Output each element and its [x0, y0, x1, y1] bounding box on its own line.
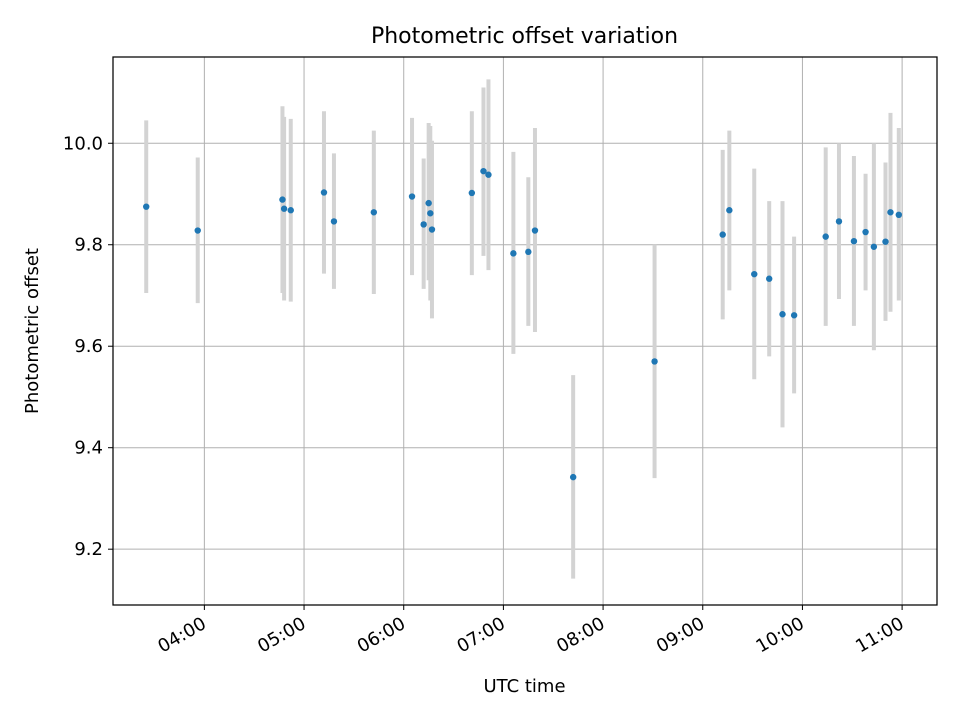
plot-frame [112, 56, 938, 606]
data-point [279, 196, 286, 203]
data-point [726, 207, 733, 214]
data-point [370, 209, 378, 216]
data-point [779, 311, 786, 318]
data-point [330, 218, 338, 225]
y-tick-label: 9.2 [74, 539, 103, 560]
data-point [143, 203, 150, 210]
data-point [194, 227, 201, 234]
data-point [531, 227, 539, 234]
data-point [887, 209, 894, 216]
data-point [425, 199, 432, 207]
data-point [766, 275, 773, 282]
data-point [287, 207, 294, 214]
data-point [320, 189, 328, 196]
data-point [835, 218, 843, 225]
data-point [428, 226, 436, 233]
x-axis-label: UTC time [483, 676, 565, 697]
data-point [280, 205, 288, 212]
data-point [822, 233, 829, 240]
data-point [651, 358, 658, 365]
data-point [485, 171, 492, 178]
y-tick-label: 10.0 [63, 133, 103, 154]
data-point [751, 270, 758, 278]
y-tick-label: 9.6 [74, 336, 103, 357]
y-ticks: 9.2 9.4 9.6 9.8 10.0 [63, 133, 113, 560]
data-point [408, 193, 416, 200]
data-point [862, 228, 869, 236]
data-point [468, 189, 476, 197]
grid [113, 57, 937, 605]
data-point [719, 231, 726, 238]
data-point [882, 238, 889, 245]
y-tick-label: 9.4 [74, 438, 103, 459]
chart-title: Photometric offset variation [371, 24, 678, 49]
data-point [569, 473, 577, 481]
data-point [895, 211, 902, 219]
data-point [850, 237, 858, 245]
y-tick-label: 9.8 [74, 235, 103, 256]
data-point [790, 312, 798, 319]
data-point [427, 210, 434, 217]
data-point [480, 167, 487, 175]
data-point [870, 243, 878, 250]
data-point [420, 221, 427, 228]
y-axis-label: Photometric offset [22, 248, 43, 414]
data-points [143, 167, 902, 481]
data-point [510, 250, 517, 257]
data-point [525, 248, 532, 256]
